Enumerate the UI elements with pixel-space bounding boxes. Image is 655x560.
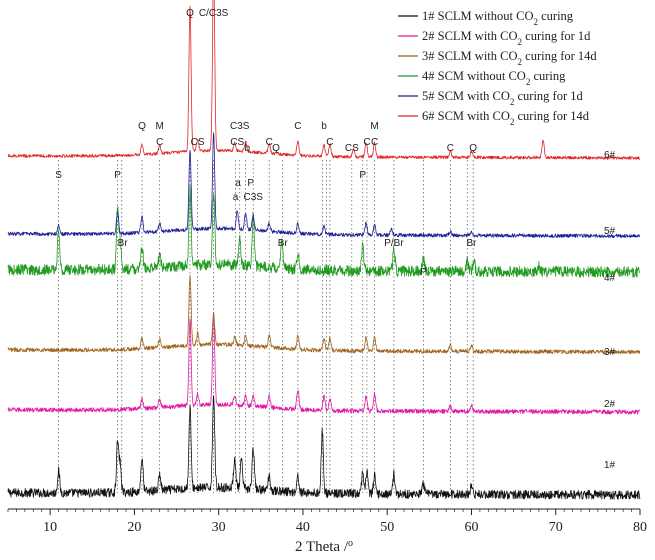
pattern-label: 3# [604,347,616,358]
legend-entry: 1# SCLM without CO2 curing [422,9,574,27]
peak-label: M [156,121,164,132]
x-tick-label: 70 [549,520,563,535]
peak-label: Br [278,238,289,249]
peak-label: a [235,178,241,189]
x-axis-label: 2 Theta /o [295,538,353,556]
peak-label: P [247,178,254,189]
peak-label: a [233,192,239,203]
peak-label: C [294,121,301,132]
peak-label: Q [469,143,477,154]
reference-lines [58,160,474,493]
x-axis-label-superscript: o [348,538,353,549]
peak-label: C [447,143,454,154]
peak-label: S [55,170,62,181]
peak-label: b [245,143,251,154]
legend-entry: 3# SCLM with CO2 curing for 14d [422,49,597,67]
peak-label: CS [345,143,359,154]
xrd-pattern-4 [7,185,641,278]
peak-label: Br [466,238,477,249]
peak-label: C [363,137,370,148]
peak-label: C [326,137,333,148]
peak-label: C/C3S [199,8,229,19]
x-tick-label: 40 [296,520,310,535]
peak-label: P [114,170,121,181]
peak-label: Q [272,143,280,154]
xrd-pattern-6 [7,0,641,160]
pattern-label: 1# [604,460,616,471]
pattern-label: 5# [604,226,616,237]
peak-label: C3S [243,192,263,203]
xrd-patterns [7,0,641,500]
peak-label: Q [186,8,194,19]
xrd-pattern-1 [7,395,641,500]
pattern-label: 6# [604,150,616,161]
peak-label: C3S [230,121,250,132]
peak-label: Br [118,238,129,249]
peak-label: P [359,170,366,181]
peak-label: P [420,267,427,278]
peak-label: CS [230,137,244,148]
peak-label: C [156,137,163,148]
x-tick-label: 10 [43,520,57,535]
pattern-label: 2# [604,399,616,410]
legend-entry: 4# SCM without CO2 curing [422,69,566,87]
peak-label: b [321,121,327,132]
x-tick-label: 30 [212,520,226,535]
peak-label: C [266,137,273,148]
x-tick-label: 80 [633,520,647,535]
xrd-pattern-2 [7,311,641,415]
peak-label: Q [138,121,146,132]
legend: 1# SCLM without CO2 curing 2# SCLM with C… [398,9,597,127]
peak-label: M [370,121,378,132]
peak-label: CS [191,137,205,148]
legend-entry: 5# SCM with CO2 curing for 1d [422,89,584,107]
x-tick-label: 50 [380,520,394,535]
x-tick-label: 60 [464,520,478,535]
x-axis-label-text: 2 Theta / [295,539,349,555]
x-tick-label: 20 [127,520,141,535]
peak-label: P/Br [384,238,404,249]
x-axis: 10 20 30 40 50 60 70 80 [7,508,647,535]
xrd-pattern-3 [7,274,641,355]
legend-entry: 2# SCLM with CO2 curing for 1d [422,29,591,47]
xrd-pattern-5 [7,132,641,239]
pattern-labels: 1# 2# 3# 4# 5# 6# [604,150,616,471]
legend-entry: 6# SCM with CO2 curing for 14d [422,109,590,127]
pattern-label: 4# [604,273,616,284]
peak-label: C [371,137,378,148]
